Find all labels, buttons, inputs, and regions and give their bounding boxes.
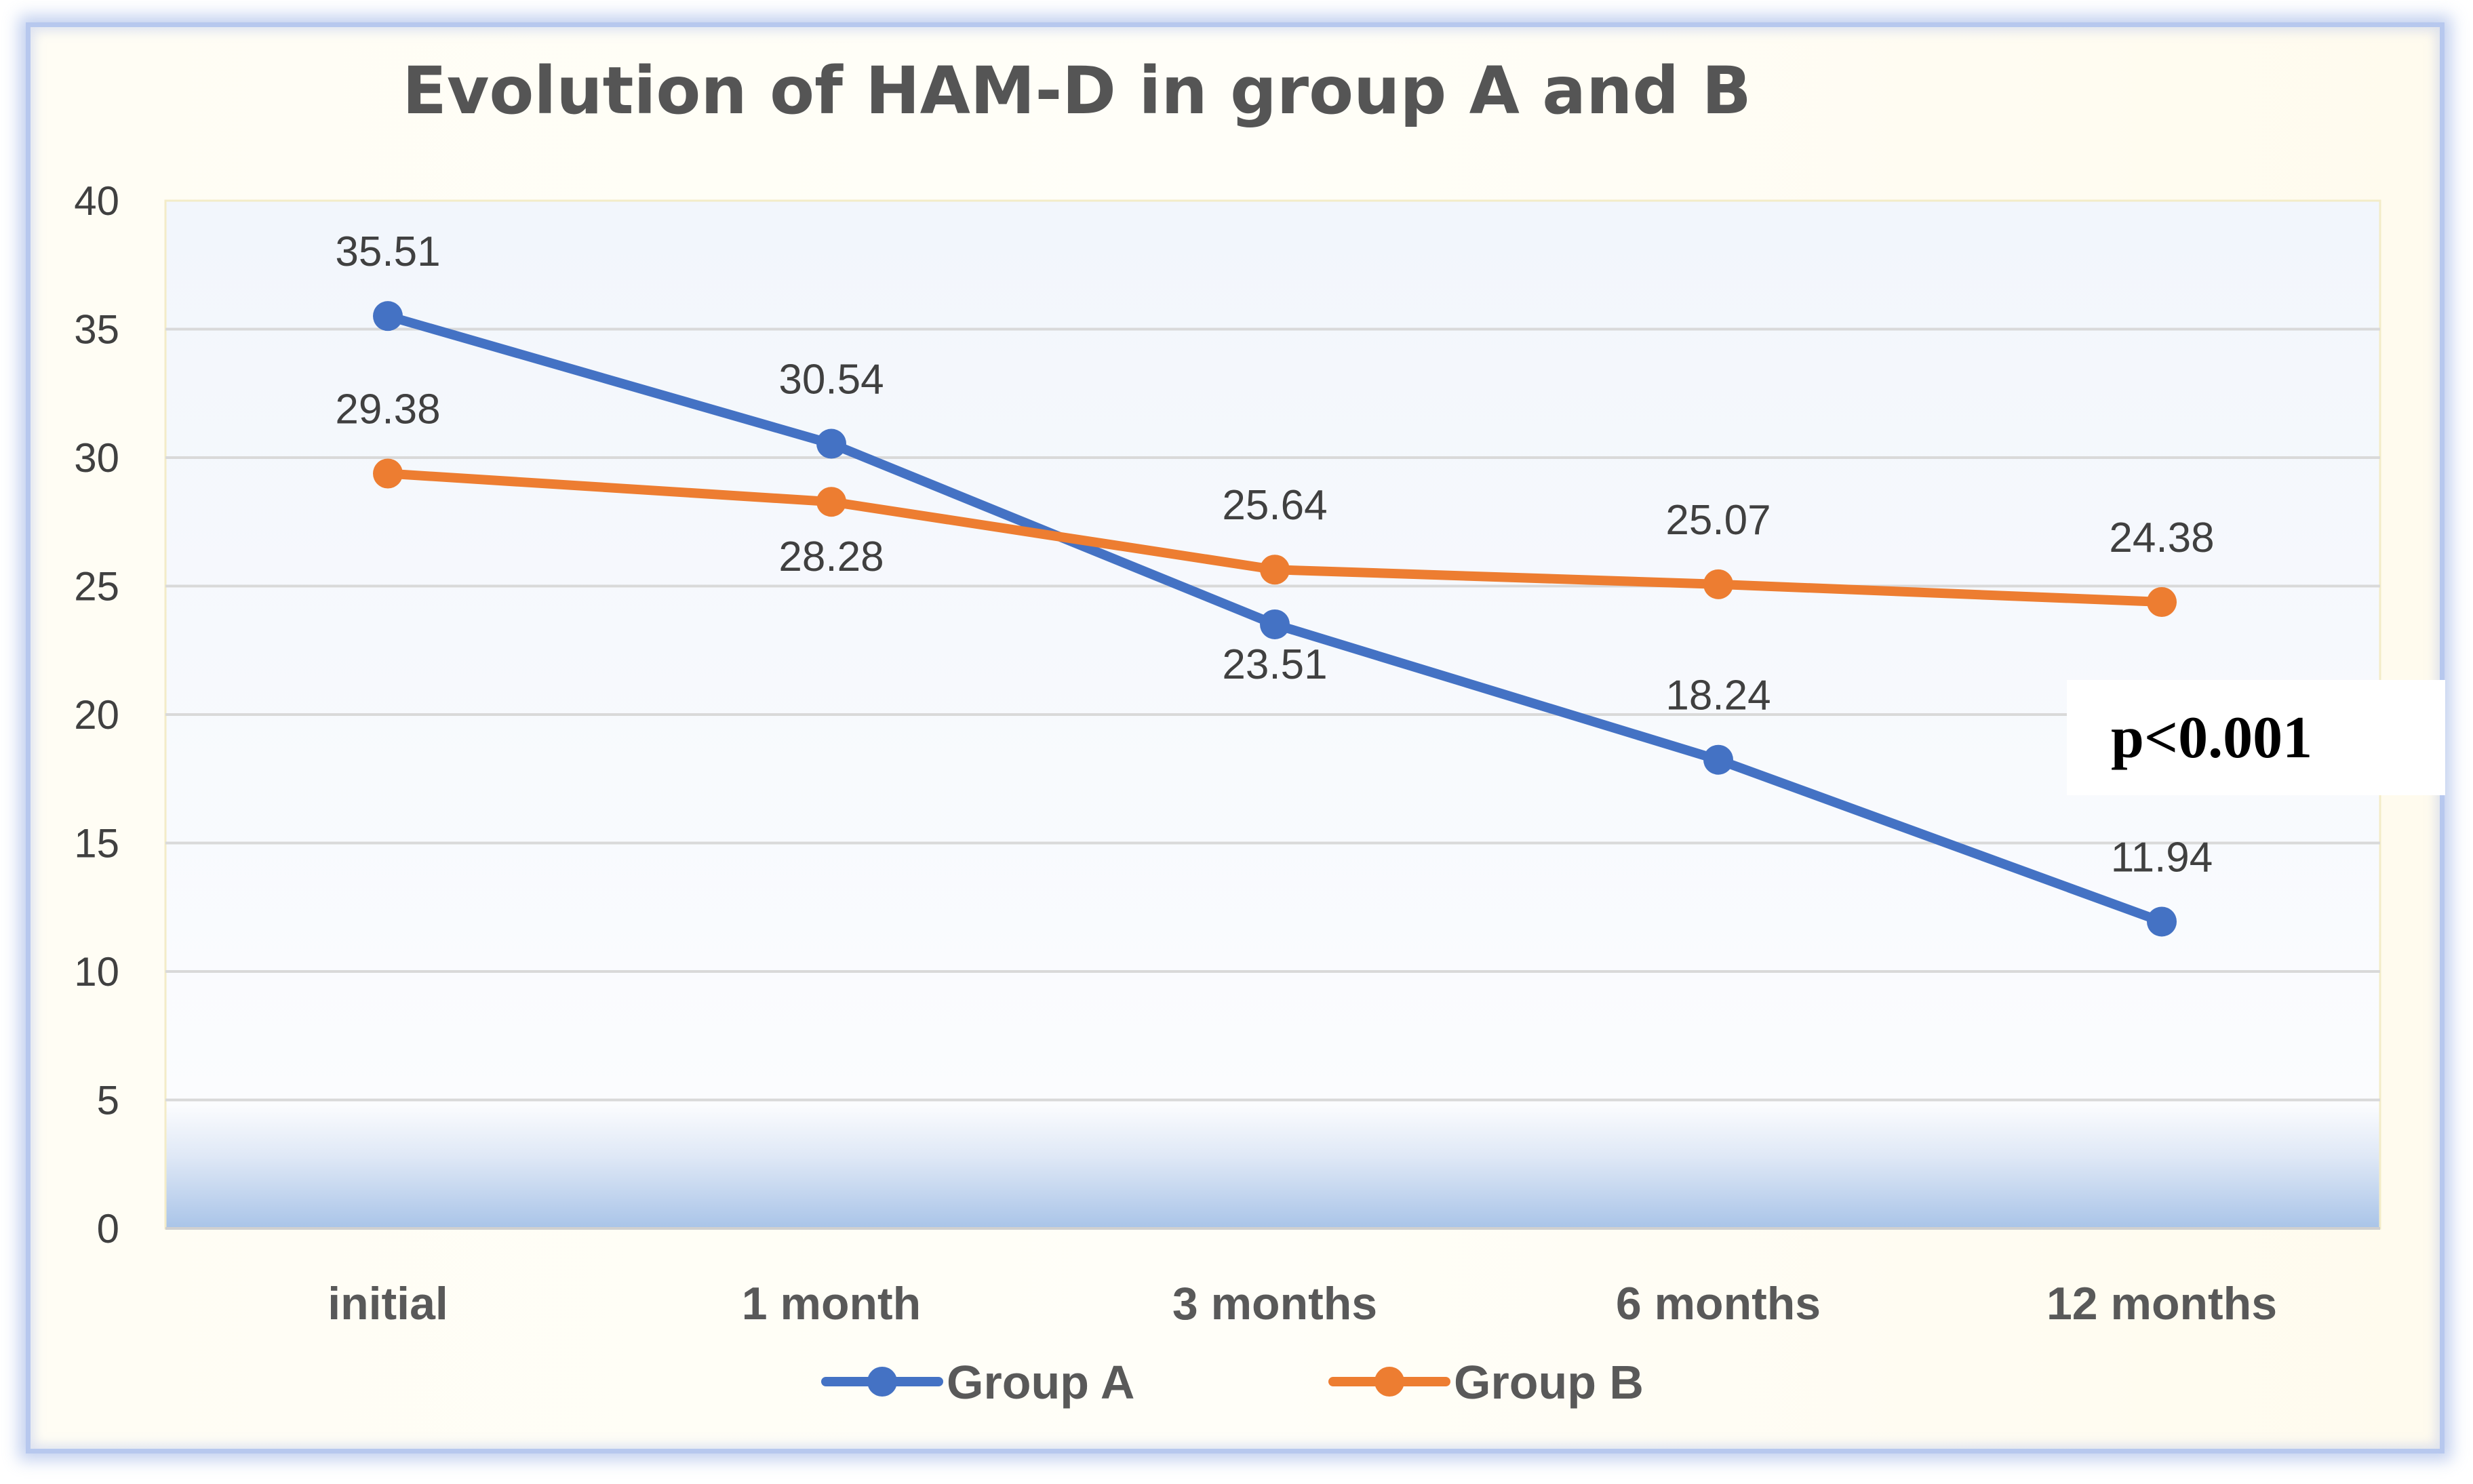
- legend-label: Group B: [1454, 1356, 1644, 1409]
- group-b-point: [1260, 555, 1290, 585]
- group-a-point: [1260, 609, 1290, 639]
- x-tick-label: initial: [328, 1278, 448, 1329]
- group-a-data-label: 35.51: [335, 228, 440, 275]
- legend-label: Group A: [947, 1356, 1134, 1409]
- x-tick-label: 1 month: [742, 1278, 921, 1329]
- group-b-data-label: 24.38: [2109, 515, 2214, 561]
- group-a-data-label: 23.51: [1222, 641, 1327, 688]
- group-b-data-label: 28.28: [778, 534, 884, 580]
- group-a-data-label: 11.94: [2111, 834, 2213, 881]
- y-tick-label: 15: [74, 821, 119, 866]
- group-b-point: [1703, 569, 1733, 599]
- group-b-point: [816, 487, 846, 517]
- y-tick-label: 5: [97, 1078, 119, 1123]
- y-tick-label: 40: [74, 178, 119, 224]
- legend: Group A Group B: [821, 1356, 1644, 1409]
- group-a-data-label: 30.54: [778, 357, 884, 403]
- annotation-box: [2067, 680, 2445, 795]
- group-b-point: [373, 458, 403, 489]
- group-a-point: [373, 301, 403, 332]
- y-tick-label: 0: [97, 1206, 119, 1251]
- x-tick-label: 3 months: [1172, 1278, 1377, 1329]
- y-tick-label: 30: [74, 435, 119, 481]
- group-a-data-label: 18.24: [1665, 673, 1770, 719]
- group-a-point: [1703, 744, 1733, 775]
- p-value-annotation: p<0.001: [2111, 705, 2312, 771]
- legend-item-group-a: Group A: [821, 1356, 1134, 1409]
- x-tick-label: 12 months: [2046, 1278, 2277, 1329]
- x-tick-label: 6 months: [1616, 1278, 1821, 1329]
- legend-swatch-marker: [867, 1367, 897, 1397]
- group-a-point: [2147, 906, 2177, 937]
- chart-title: Evolution of HAM-D in group A and B: [402, 53, 1751, 129]
- legend-item-group-b: Group B: [1328, 1356, 1644, 1409]
- y-tick-label: 10: [74, 949, 119, 995]
- series-markers: [373, 301, 2177, 937]
- group-b-data-label: 25.07: [1665, 497, 1770, 544]
- group-b-data-label: 29.38: [335, 386, 440, 433]
- data-labels: 35.51 30.54 23.51 18.24 11.94 29.38 28.28 25.64…: [335, 228, 2214, 881]
- gridlines: [165, 327, 2380, 1230]
- y-tick-label: 35: [74, 307, 119, 353]
- y-tick-label: 20: [74, 692, 119, 738]
- group-b-data-label: 25.64: [1222, 482, 1327, 529]
- x-axis: initial 1 month 3 months 6 months 12 months: [328, 1278, 2277, 1329]
- group-a-point: [816, 428, 846, 459]
- y-axis: 0 5 10 15 20 25 30 35 40: [74, 178, 119, 1251]
- group-b-point: [2147, 586, 2177, 617]
- y-tick-label: 25: [74, 564, 119, 609]
- legend-swatch-marker: [1374, 1367, 1404, 1397]
